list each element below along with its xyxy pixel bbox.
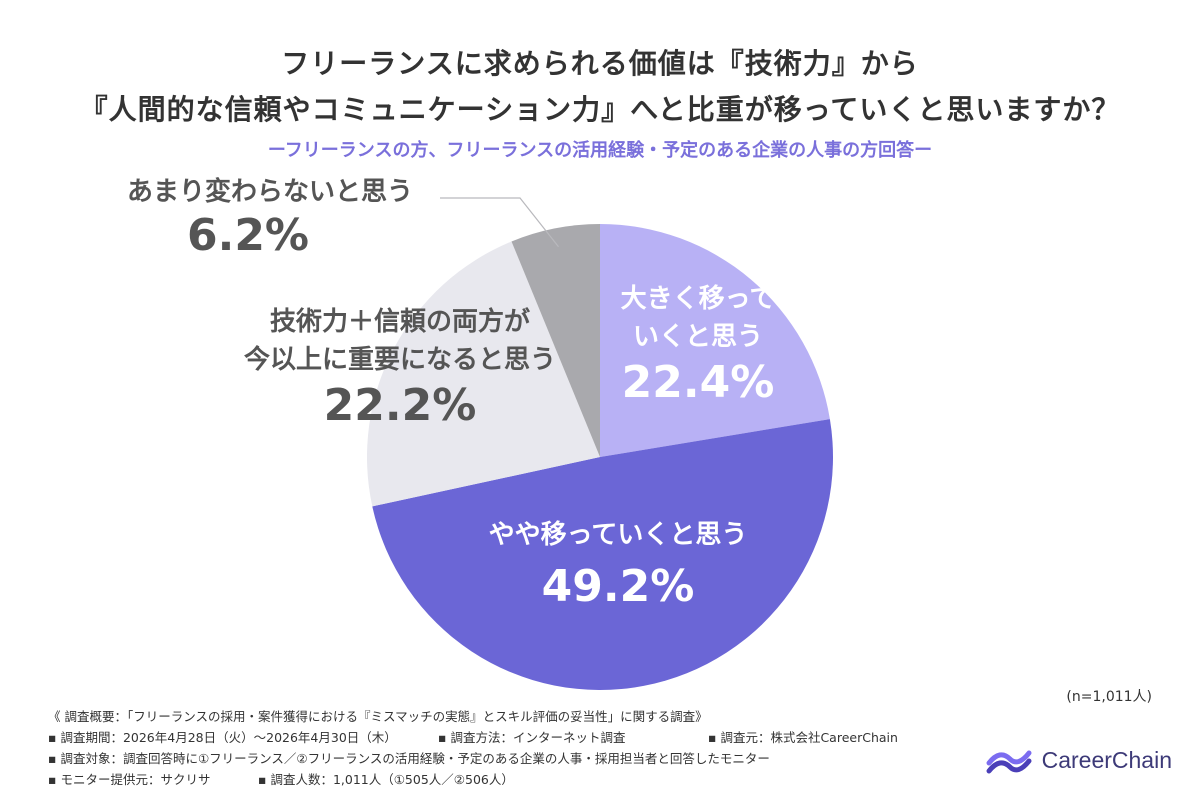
slice-label-2-1: 今以上に重要になると思う xyxy=(244,344,556,375)
survey-target: ▪ 調査対象：調査回答時に①フリーランス／②フリーランスの活用経験・予定のある企… xyxy=(48,751,770,766)
pie-slice-3 xyxy=(511,224,600,457)
leader-line xyxy=(440,197,559,248)
slice-label-3-0: あまり変わらないと思う xyxy=(127,176,413,207)
pie-slice-2 xyxy=(367,241,600,507)
slice-label-2-0: 技術力＋信頼の両方が xyxy=(270,306,530,337)
pie-slice-0 xyxy=(600,224,830,457)
survey-overview: 《 調査概要：「フリーランスの採用・案件獲得における『ミスマッチの実態』とスキル… xyxy=(48,709,708,724)
survey-source: ▪ 調査元：株式会社CareerChain xyxy=(708,730,898,745)
survey-row-2: ▪ モニター提供元：サクリサ ▪ 調査人数：1,011人（①505人／②506人） xyxy=(48,769,898,790)
chart-title-line2: 『人間的な信頼やコミュニケーション力』へと比重が移っていくと思いますか？ xyxy=(79,93,1121,126)
slice-label-0-0: 大きく移って xyxy=(621,284,776,314)
survey-period: ▪ 調査期間：2026年4月28日（火）〜2026年4月30日（木） xyxy=(48,730,397,745)
chart-subtitle: ーフリーランスの方、フリーランスの活用経験・予定のある企業の人事の方回答ー xyxy=(267,140,933,161)
slice-value-2: 22.2% xyxy=(324,380,477,431)
survey-notes: 《 調査概要：「フリーランスの採用・案件獲得における『ミスマッチの実態』とスキル… xyxy=(48,706,898,790)
slice-label-0-1: いくと思う xyxy=(633,322,763,352)
brand-name: CareerChain xyxy=(1041,746,1172,773)
survey-row-1: ▪ 調査期間：2026年4月28日（火）〜2026年4月30日（木） ▪ 調査方法… xyxy=(48,727,898,748)
slice-value-3: 6.2% xyxy=(187,210,309,261)
slice-value-1: 49.2% xyxy=(542,561,695,612)
brand-logo: CareerChain xyxy=(986,740,1172,780)
slice-value-0: 22.4% xyxy=(622,357,775,408)
survey-count: ▪ 調査人数：1,011人（①505人／②506人） xyxy=(258,772,514,787)
careerchain-logo-icon xyxy=(986,750,1032,774)
survey-provider: ▪ モニター提供元：サクリサ xyxy=(48,772,211,787)
survey-method: ▪ 調査方法：インターネット調査 xyxy=(438,730,626,745)
slice-label-1-0: やや移っていくと思う xyxy=(489,520,748,550)
chart-title-line1: フリーランスに求められる価値は『技術力』から xyxy=(281,47,919,80)
pie-slice-1 xyxy=(372,419,833,690)
sample-size-label: (n=1,011人) xyxy=(1066,689,1152,705)
